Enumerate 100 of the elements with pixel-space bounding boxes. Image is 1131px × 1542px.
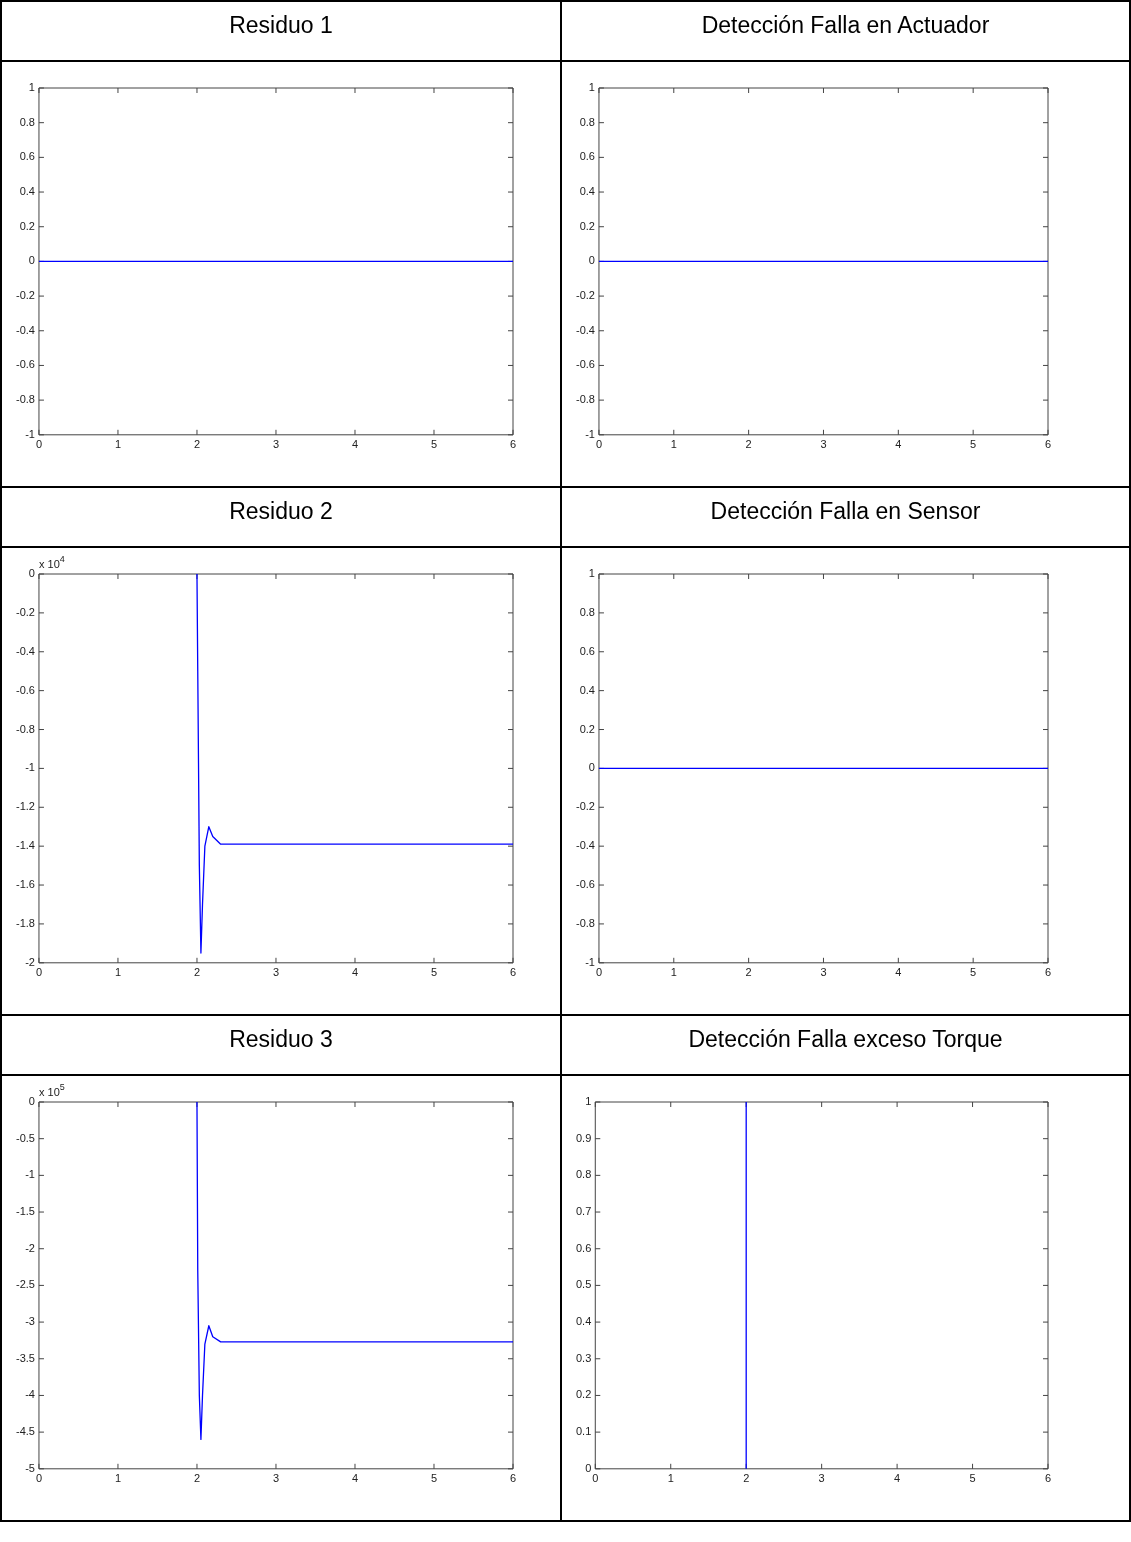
y-tick-label: -1 (585, 955, 595, 968)
y-tick-label: 0.9 (575, 1131, 592, 1144)
x-tick-label: 6 (1044, 438, 1052, 451)
y-tick-label: -2 (25, 1241, 35, 1254)
y-tick-label: -3.5 (15, 1351, 35, 1364)
y-tick-label: -0.2 (15, 605, 35, 618)
y-tick-label: -0.8 (575, 393, 595, 406)
x-tick-label: 1 (114, 966, 122, 979)
x-tick-label: 2 (193, 966, 201, 979)
x-tick-label: 6 (509, 438, 517, 451)
y-tick-label: 0.7 (575, 1205, 592, 1218)
y-tick-label: -0.6 (15, 683, 35, 696)
y-tick-label: 0.2 (579, 219, 595, 232)
y-tick-label: 0 (588, 254, 595, 267)
x-tick-label: 6 (1044, 1472, 1052, 1485)
y-tick-label: -1.2 (15, 800, 35, 813)
y-tick-label: -0.8 (15, 393, 35, 406)
y-tick-label: -0.4 (15, 644, 35, 657)
x-tick-label: 6 (1044, 966, 1052, 979)
y-tick-label: -1.6 (15, 878, 35, 891)
y-tick-label: -0.2 (575, 800, 595, 813)
y-tick-label: 0 (585, 1461, 592, 1474)
y-tick-label: -0.2 (575, 289, 595, 302)
chart-title: Detección Falla en Actuador (562, 2, 1129, 62)
x-tick-label: 4 (894, 1472, 901, 1485)
x-tick-label: 4 (351, 1472, 359, 1485)
x-tick-label: 2 (193, 438, 201, 451)
chart-title: Residuo 3 (2, 1016, 560, 1076)
y-tick-label: -1 (25, 427, 35, 440)
y-tick-label: -0.6 (575, 358, 595, 371)
x-tick-label: 6 (509, 966, 517, 979)
y-tick-label: 0.2 (579, 722, 595, 735)
x-tick-label: 1 (670, 966, 677, 979)
y-tick-label: 0.1 (575, 1425, 592, 1438)
y-tick-label: -2.5 (15, 1278, 35, 1291)
x-tick-label: 5 (430, 1472, 438, 1485)
y-tick-label: 0 (588, 761, 595, 774)
y-tick-label: -3 (25, 1315, 35, 1328)
x-tick-label: 1 (670, 438, 677, 451)
x-tick-label: 4 (351, 438, 359, 451)
y-tick-label: -0.6 (15, 358, 35, 371)
y-tick-label: 0.4 (575, 1315, 592, 1328)
y-tick-label: -5 (25, 1461, 35, 1474)
x-tick-label: 5 (430, 966, 438, 979)
y-tick-label: 0.5 (575, 1278, 592, 1291)
chart-title: Residuo 2 (2, 488, 560, 548)
y-tick-label: 0.8 (575, 1168, 592, 1181)
y-tick-label: 0.6 (575, 1241, 592, 1254)
y-tick-label: 0.6 (579, 150, 595, 163)
y-tick-label: 0.2 (575, 1388, 592, 1401)
y-tick-label: -1 (25, 761, 35, 774)
y-tick-label: 0 (28, 1095, 35, 1108)
chart-title: Detección Falla exceso Torque (562, 1016, 1129, 1076)
y-tick-label: -0.8 (575, 916, 595, 929)
x-tick-label: 3 (818, 1472, 825, 1485)
x-tick-label: 3 (820, 966, 827, 979)
y-tick-label: -0.4 (575, 839, 595, 852)
y-tick-label: 1 (28, 81, 35, 94)
x-tick-label: 3 (272, 966, 280, 979)
x-tick-label: 4 (895, 438, 902, 451)
x-tick-label: 2 (193, 1472, 201, 1485)
y-tick-label: 0 (28, 254, 35, 267)
y-tick-label: 1 (585, 1095, 592, 1108)
y-tick-label: -0.4 (15, 323, 35, 336)
y-tick-label: -1 (25, 1168, 35, 1181)
y-tick-label: -0.2 (15, 289, 35, 302)
y-tick-label: 0 (28, 567, 35, 580)
x-tick-label: 3 (820, 438, 827, 451)
y-tick-label: -1.4 (15, 839, 35, 852)
x-tick-label: 1 (114, 1472, 122, 1485)
y-tick-label: -0.5 (15, 1131, 35, 1144)
y-tick-label: 0.8 (579, 115, 595, 128)
x-tick-label: 2 (743, 1472, 750, 1485)
y-tick-label: 0.4 (19, 185, 35, 198)
y-tick-label: -2 (25, 955, 35, 968)
x-tick-label: 5 (970, 966, 977, 979)
x-tick-label: 2 (745, 438, 752, 451)
y-tick-label: -4 (25, 1388, 35, 1401)
x-tick-label: 1 (667, 1472, 674, 1485)
y-tick-label: 1 (588, 567, 595, 580)
x-tick-label: 5 (969, 1472, 976, 1485)
x-tick-label: 2 (745, 966, 752, 979)
y-tick-label: 0.4 (579, 185, 595, 198)
y-tick-label: 0.3 (575, 1351, 592, 1364)
y-tick-label: 0.4 (579, 683, 595, 696)
x-tick-label: 4 (351, 966, 359, 979)
y-tick-label: 0.6 (579, 644, 595, 657)
x-tick-label: 3 (272, 1472, 280, 1485)
y-tick-label: 0.2 (19, 219, 35, 232)
y-tick-label: -1 (585, 427, 595, 440)
y-tick-label: -0.4 (575, 323, 595, 336)
x-tick-label: 6 (509, 1472, 517, 1485)
chart-title: Detección Falla en Sensor (562, 488, 1129, 548)
y-tick-label: 0.8 (19, 115, 35, 128)
x-tick-label: 4 (895, 966, 902, 979)
y-tick-label: -1.8 (15, 916, 35, 929)
y-tick-label: 0.6 (19, 150, 35, 163)
y-tick-label: 1 (588, 81, 595, 94)
chart-title: Residuo 1 (2, 2, 560, 62)
y-tick-label: -0.8 (15, 722, 35, 735)
